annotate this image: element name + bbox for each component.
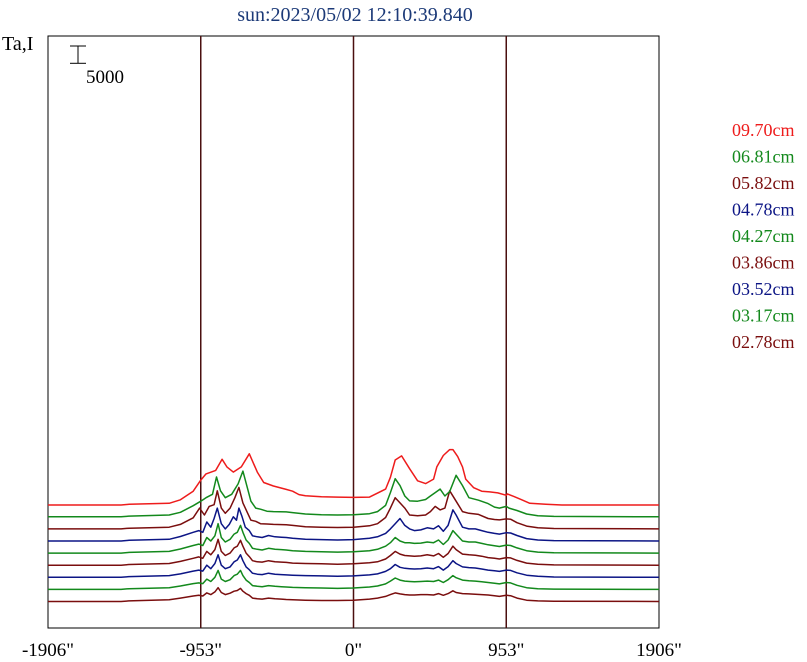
legend-entry: 04.27cm [732, 226, 795, 246]
series-line-04.78cm [48, 507, 660, 542]
legend-entry: 03.86cm [732, 253, 795, 273]
legend: 09.70cm 06.81cm 05.82cm 04.78cm 04.27cm 03.86… [732, 120, 795, 352]
scale-bar-label: 5000 [86, 67, 124, 88]
legend-entry: 09.70cm [732, 120, 795, 140]
x-tick-label: 1906" [636, 640, 682, 661]
legend-entry: 03.17cm [732, 306, 795, 326]
x-tick-label: -1906" [22, 640, 74, 661]
chart-title: sun:2023/05/02 12:10:39.840 [237, 4, 473, 26]
vertical-reference-lines [200, 36, 507, 628]
series-group [48, 448, 660, 603]
series-line-09.70cm [48, 448, 659, 506]
series-line-02.78cm [48, 586, 660, 603]
x-tick-label: -953" [179, 640, 222, 661]
legend-entry: 02.78cm [732, 332, 795, 352]
scale-bar: 5000 [70, 45, 124, 88]
y-axis-label: Ta,I [2, 33, 33, 55]
legend-entry: 05.82cm [732, 173, 795, 193]
series-line-03.17cm [48, 569, 660, 591]
series-line-05.82cm [48, 486, 660, 530]
legend-entry: 06.81cm [732, 147, 795, 167]
x-tick-label: 953" [488, 640, 524, 661]
x-axis-ticks: -1906" -953" 0" 953" 1906" [22, 640, 682, 661]
legend-entry: 03.52cm [732, 279, 795, 299]
x-tick-label: 0" [345, 640, 362, 661]
series-line-03.86cm [48, 538, 660, 566]
legend-entry: 04.78cm [732, 200, 795, 220]
series-line-03.52cm [48, 554, 660, 579]
series-line-06.81cm [48, 470, 660, 518]
series-line-04.27cm [48, 522, 660, 554]
